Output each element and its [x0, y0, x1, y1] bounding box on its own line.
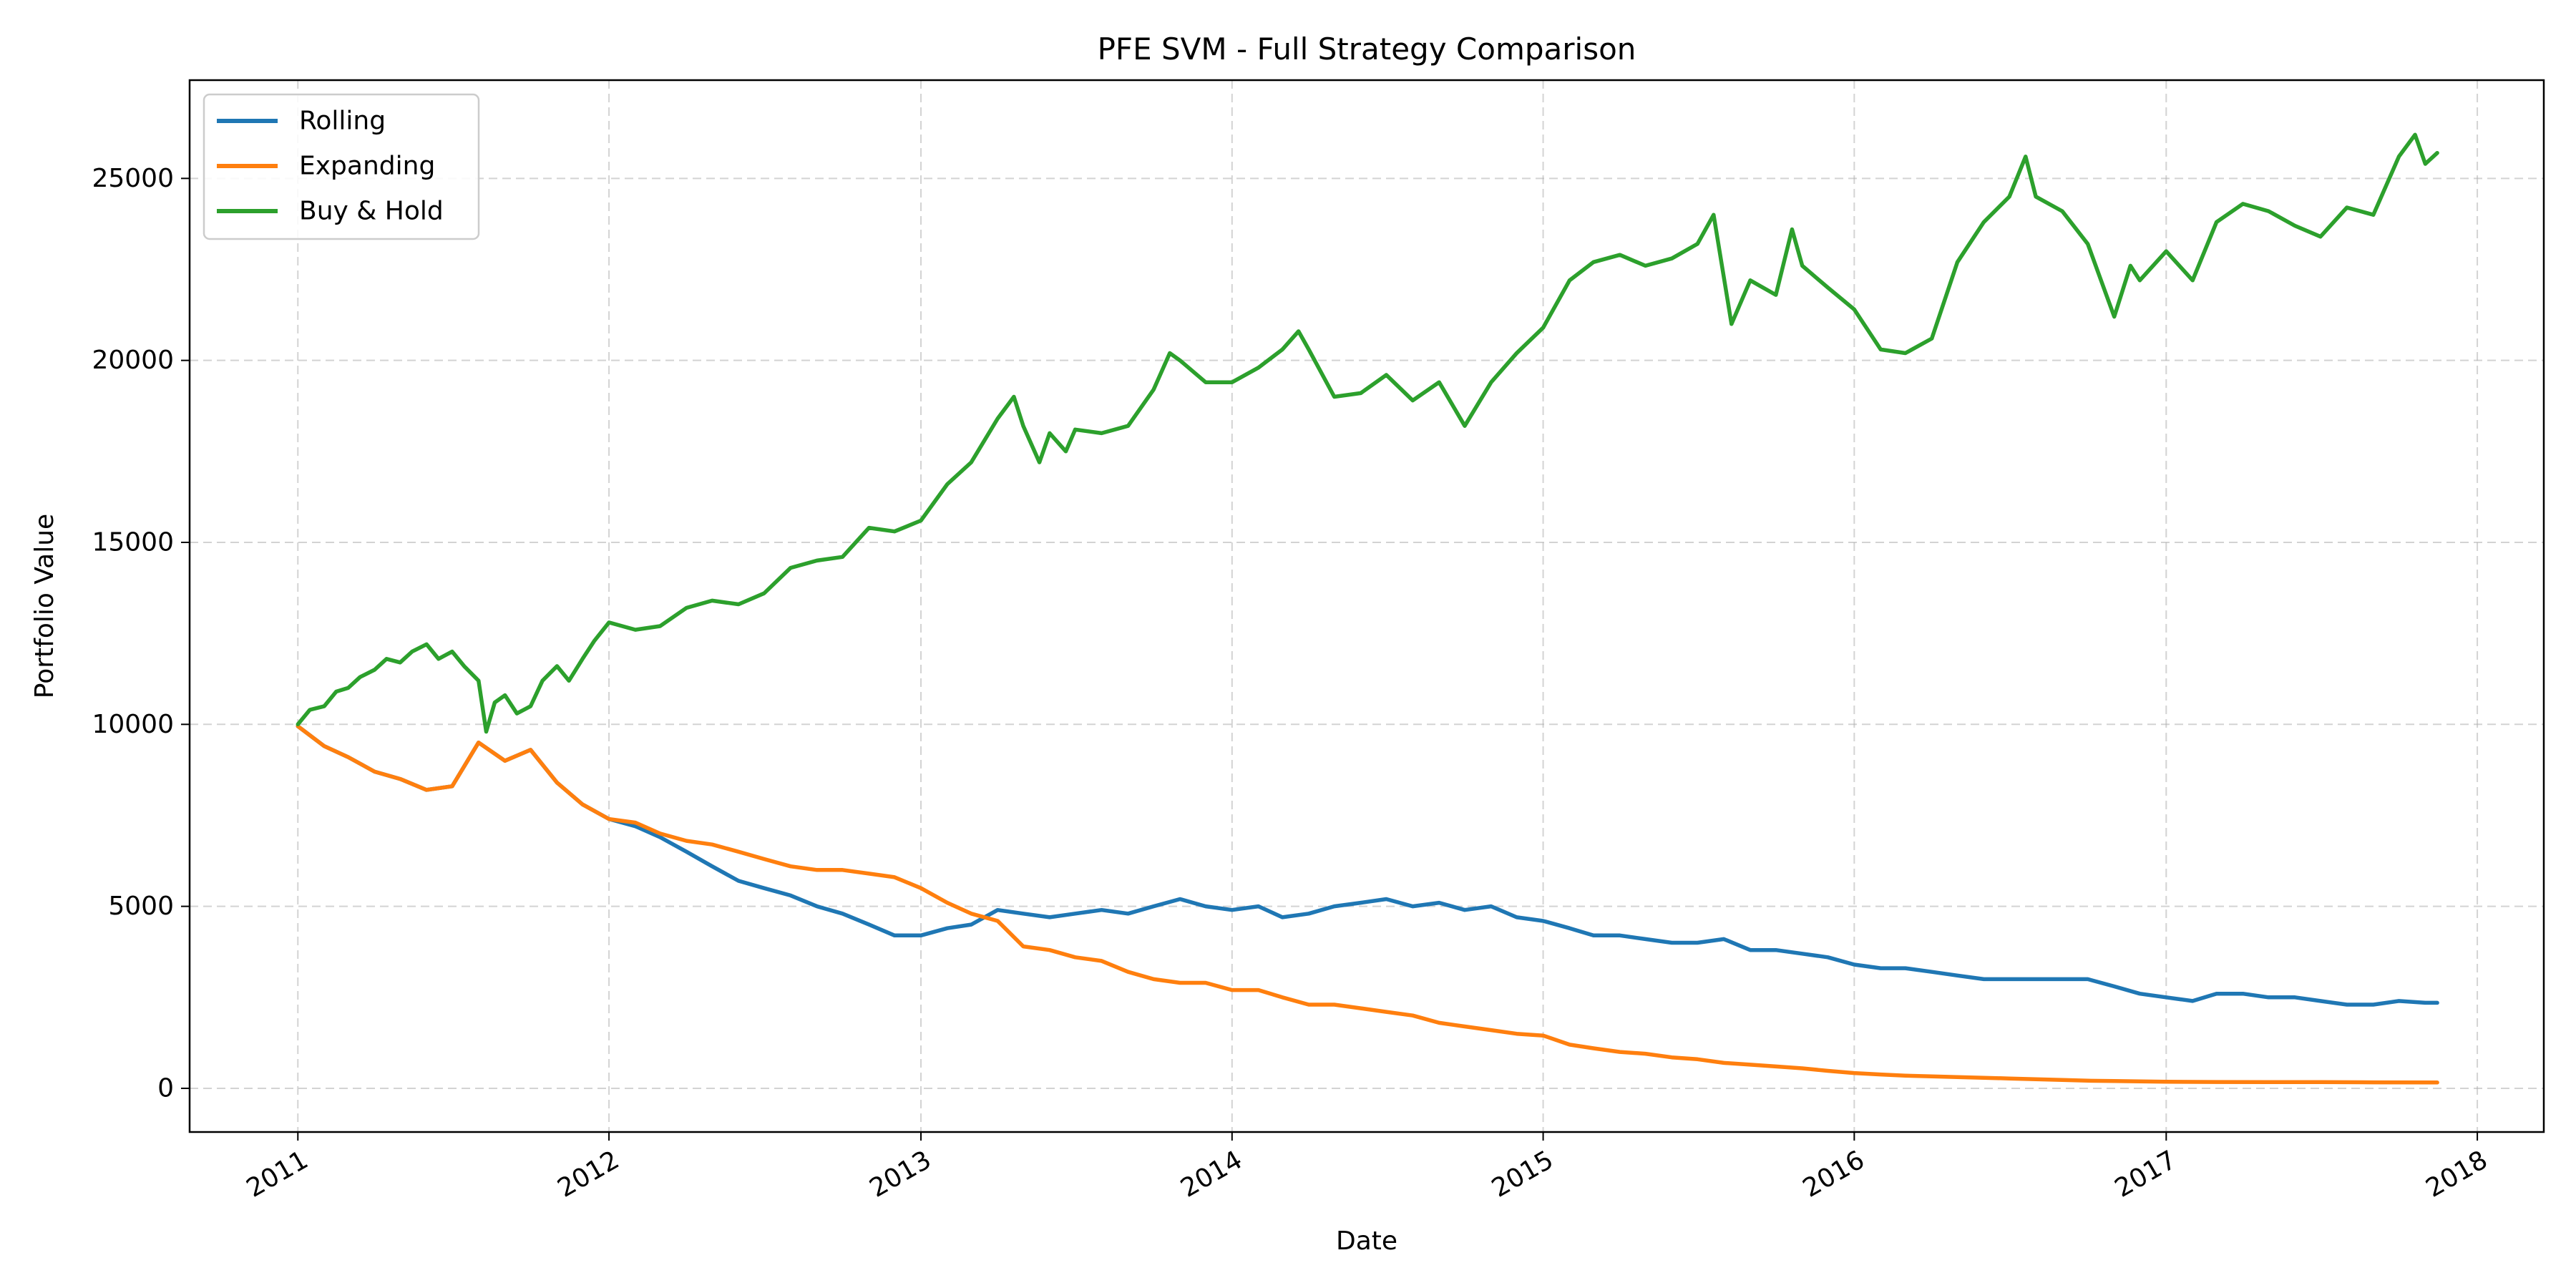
- y-tick-label: 20000: [92, 346, 174, 375]
- grid-layer: [190, 80, 2544, 1132]
- y-tick-label: 15000: [92, 527, 174, 557]
- y-tick-label: 0: [157, 1073, 174, 1103]
- series-layer: [296, 132, 2439, 1085]
- legend: Rolling Expanding Buy & Hold: [203, 93, 480, 240]
- legend-label-expanding: Expanding: [299, 152, 435, 181]
- y-axis-label: Portfolio Value: [30, 514, 59, 698]
- y-tick-label: 25000: [92, 164, 174, 193]
- y-axis: 0 5000 10000 15000 20000 25000: [92, 164, 190, 1103]
- legend-label-buy-hold: Buy & Hold: [299, 197, 444, 226]
- y-tick-label: 10000: [92, 710, 174, 739]
- chart-title: PFE SVM - Full Strategy Comparison: [1098, 31, 1636, 67]
- plot-frame: [188, 79, 2545, 1133]
- legend-label-rolling: Rolling: [299, 107, 386, 136]
- series-line-buy-hold: [296, 132, 2439, 734]
- series-line-expanding: [296, 724, 2439, 1085]
- x-axis-label: Date: [1336, 1226, 1397, 1256]
- legend-box: [203, 93, 480, 240]
- y-tick-label: 5000: [108, 892, 174, 921]
- series-line-rolling: [296, 724, 2439, 1007]
